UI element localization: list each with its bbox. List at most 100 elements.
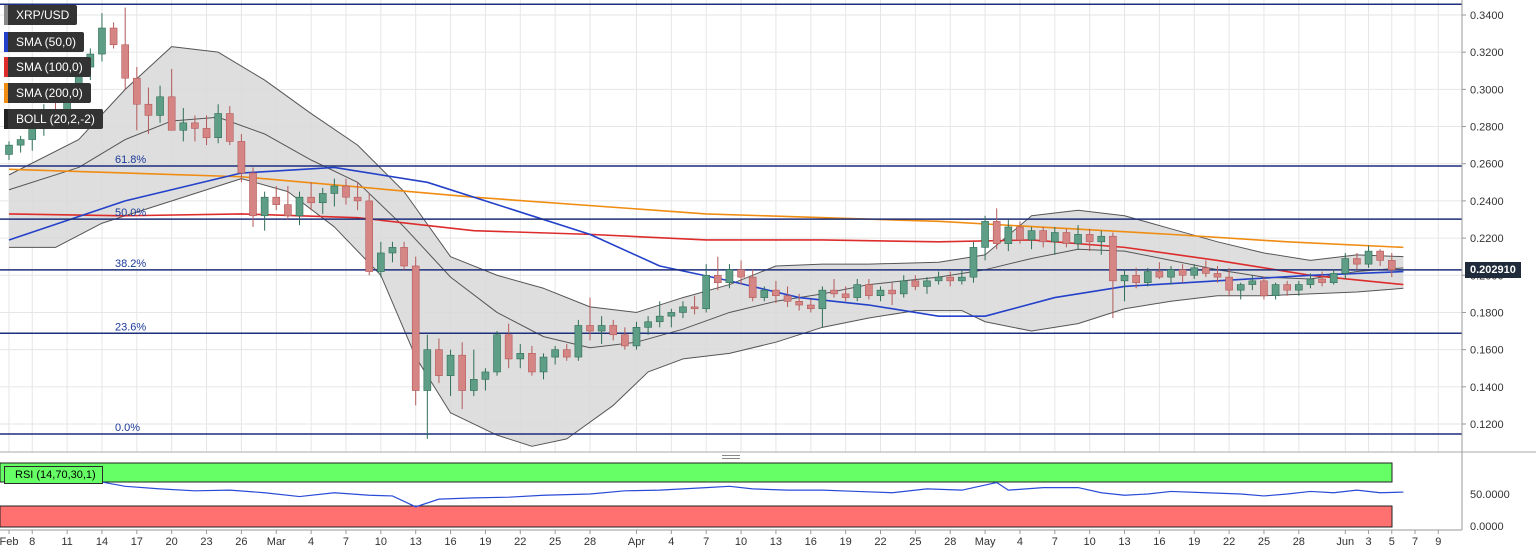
date-tick-label: 4 xyxy=(308,536,314,548)
candle-body xyxy=(1155,271,1164,278)
candle-body xyxy=(1190,267,1199,276)
date-axis: Feb 8 11 14 17 20 23 26 Mar 4 7 10 13 16 19 22 25 28 Apr 4 7… xyxy=(0,529,1462,548)
date-tick-label: 13 xyxy=(770,536,782,548)
sma100-tag[interactable]: SMA (100,0) xyxy=(4,57,91,77)
rsi-tag[interactable]: RSI (14,70,30,1) xyxy=(4,466,103,484)
candle-body xyxy=(388,247,397,254)
candle-body xyxy=(98,27,106,55)
date-tick-label: 13 xyxy=(1118,536,1130,548)
date-tick-label: 28 xyxy=(944,536,956,548)
candle-body xyxy=(597,325,606,332)
candle-body xyxy=(853,284,862,298)
candle-body xyxy=(1295,284,1303,291)
candle-body xyxy=(586,325,594,332)
candle-body xyxy=(888,289,896,295)
price-tick-label: 0.1800 xyxy=(1470,307,1504,319)
candle-body xyxy=(237,141,246,174)
candle-body xyxy=(202,128,211,138)
sma100-label: SMA (100,0) xyxy=(16,60,83,74)
candle-body xyxy=(923,280,931,287)
candle-body xyxy=(214,113,222,138)
candle-body xyxy=(609,325,618,336)
candle-body xyxy=(423,349,432,391)
candle-body xyxy=(516,353,525,360)
candle-body xyxy=(1364,250,1373,265)
candle-body xyxy=(446,354,455,376)
date-tick-label: 22 xyxy=(514,536,526,548)
price-tick-label: 0.3200 xyxy=(1470,47,1504,59)
date-tick-label: Mar xyxy=(267,536,286,548)
fib-label: 61.8% xyxy=(115,154,146,166)
candle-body xyxy=(16,139,25,146)
candle-body xyxy=(1074,234,1082,244)
candle-body xyxy=(435,349,443,376)
date-tick-label: 25 xyxy=(909,536,921,548)
candle-body xyxy=(539,356,548,373)
date-tick-label: 5 xyxy=(1389,536,1395,548)
candle-body xyxy=(284,204,292,217)
candle-body xyxy=(841,293,850,298)
price-axis: 0.3400 0.3200 0.3000 0.2800 0.2600 0.2400 0.22… xyxy=(1461,0,1504,530)
candle-body xyxy=(249,172,257,217)
date-tick-label: 3 xyxy=(1365,536,1371,548)
panel-resize-handle[interactable] xyxy=(722,455,740,463)
candle-body xyxy=(1260,280,1268,297)
candle-body xyxy=(667,312,676,317)
date-tick-label: 17 xyxy=(131,536,143,548)
candle-body xyxy=(1132,274,1140,284)
candle-body xyxy=(865,284,873,297)
candle-body xyxy=(481,371,490,380)
candle-body xyxy=(1027,230,1036,241)
rsi-tick-label: 50.0000 xyxy=(1470,489,1510,501)
candle-body xyxy=(318,193,327,204)
symbol-tag: XRP/USD xyxy=(4,5,78,25)
candle-body xyxy=(795,300,803,306)
candle-body xyxy=(191,122,199,129)
candle-body xyxy=(1202,267,1210,274)
candle-body xyxy=(783,295,792,302)
sma200-tag[interactable]: SMA (200,0) xyxy=(4,83,91,103)
fib-label: 50.0% xyxy=(115,207,146,219)
date-tick-label: 22 xyxy=(1223,536,1235,548)
candle-body xyxy=(353,196,362,202)
sma50-label: SMA (50,0) xyxy=(16,35,77,49)
candle-body xyxy=(493,334,501,373)
candle-body xyxy=(109,27,118,46)
boll-tag[interactable]: BOLL (20,2,-2) xyxy=(4,109,103,129)
date-tick-label: 16 xyxy=(1153,536,1165,548)
current-price-tag: 0.202910 xyxy=(1465,262,1521,278)
candle-body xyxy=(1085,234,1094,243)
candle-body xyxy=(574,325,583,358)
date-tick-label: Apr xyxy=(628,536,645,548)
candle-body xyxy=(714,274,722,284)
date-tick-label: 14 xyxy=(96,536,108,548)
sma50-tag[interactable]: SMA (50,0) xyxy=(4,32,85,52)
date-tick-label: Feb xyxy=(0,536,18,548)
candle-body xyxy=(702,274,711,310)
date-tick-label: 10 xyxy=(735,536,747,548)
symbol-swatch xyxy=(4,5,8,25)
candle-body xyxy=(655,315,664,323)
date-tick-label: 22 xyxy=(874,536,886,548)
candle-body xyxy=(260,196,269,217)
candle-body xyxy=(528,353,536,373)
sma100-swatch xyxy=(4,57,8,77)
date-tick-label: 26 xyxy=(235,536,247,548)
candle-body xyxy=(946,276,955,282)
boll-swatch xyxy=(4,109,8,129)
candle-body xyxy=(1306,278,1315,285)
candle-body xyxy=(1236,284,1245,291)
candle-body xyxy=(562,349,571,358)
date-tick-label: 10 xyxy=(375,536,387,548)
date-tick-label: Jun xyxy=(1336,536,1354,548)
sma200-swatch xyxy=(4,83,8,103)
candle-body xyxy=(167,96,176,131)
candle-body xyxy=(1039,230,1047,243)
candle-body xyxy=(377,252,385,272)
price-tick-label: 0.3400 xyxy=(1470,10,1504,22)
candle-body xyxy=(400,247,408,267)
candle-body xyxy=(1329,273,1338,284)
candle-body xyxy=(1178,269,1187,276)
candle-body xyxy=(981,221,989,248)
